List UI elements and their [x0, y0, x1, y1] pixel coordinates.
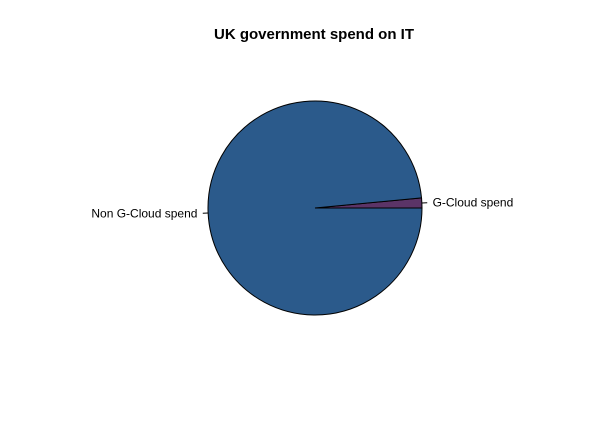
pie-label-g-cloud-spend: G-Cloud spend: [433, 195, 514, 209]
chart-title: UK government spend on IT: [214, 26, 414, 43]
pie-labels: G-Cloud spend Non G-Cloud spend: [91, 195, 513, 220]
pie-slice-non-g-cloud-spend: [207, 100, 423, 316]
pie-label-non-g-cloud-spend: Non G-Cloud spend: [91, 207, 197, 221]
pie-slices: [207, 100, 423, 316]
